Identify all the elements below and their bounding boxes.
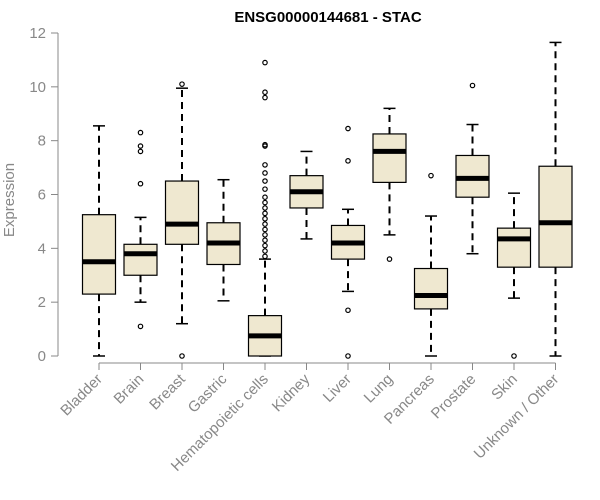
iqr-box <box>81 214 117 295</box>
y-tick-label: 6 <box>38 187 46 204</box>
outlier-point <box>262 253 268 260</box>
outlier-point <box>262 89 268 96</box>
outlier-point <box>262 94 268 101</box>
y-axis: 0 2 4 6 8 10 12 <box>29 25 59 365</box>
box-kidney <box>289 150 324 240</box>
box-lung <box>372 107 407 262</box>
box-liver <box>330 125 366 359</box>
outlier-point <box>511 353 517 359</box>
outlier-point <box>137 129 144 136</box>
iqr-box <box>372 133 407 183</box>
y-tick-label: 8 <box>38 133 46 150</box>
outlier-point <box>137 148 144 155</box>
outlier-point <box>262 242 268 249</box>
x-tick-label: Lung <box>361 371 397 407</box>
outlier-point <box>345 158 351 164</box>
outlier-point <box>262 141 268 148</box>
outlier-point <box>262 186 268 192</box>
box-unknown-other <box>538 41 573 357</box>
outlier-point <box>262 237 268 244</box>
iqr-box <box>538 165 573 268</box>
box-hematopoietic-cells <box>247 59 283 357</box>
x-tick-label: Skin <box>488 371 521 404</box>
y-tick-label: 0 <box>38 348 46 365</box>
box-prostate <box>455 82 490 255</box>
outlier-point <box>262 221 268 227</box>
outlier-point <box>179 353 185 359</box>
outlier-point <box>262 226 268 233</box>
x-tick-label: Liver <box>320 371 355 406</box>
outlier-point <box>428 172 434 179</box>
y-axis-label: Expression <box>1 163 18 237</box>
outlier-point <box>345 307 351 314</box>
outlier-point <box>262 205 268 211</box>
iqr-box <box>123 243 158 276</box>
box-brain <box>123 129 158 330</box>
iqr-box <box>413 267 449 310</box>
outlier-point <box>179 81 185 87</box>
y-tick-label: 4 <box>38 240 46 257</box>
box-bladder <box>81 125 117 357</box>
outlier-point <box>262 162 268 168</box>
outlier-point <box>469 82 476 89</box>
iqr-box <box>164 180 200 245</box>
chart-title: ENSG00000144681 - STAC <box>234 9 421 26</box>
outlier-point <box>262 232 268 238</box>
outlier-point <box>262 178 268 184</box>
outlier-point <box>262 210 268 217</box>
x-tick-label: Bladder <box>57 371 106 420</box>
x-tick-label: Kidney <box>269 370 314 415</box>
x-tick-label: Brain <box>111 371 148 408</box>
box-skin <box>496 192 532 359</box>
box-breast <box>164 81 200 359</box>
box-pancreas <box>413 172 449 357</box>
y-tick-label: 2 <box>38 294 46 311</box>
x-tick-label: Prostate <box>428 371 480 423</box>
outlier-point <box>262 199 268 206</box>
outlier-point <box>262 194 268 200</box>
outlier-point <box>137 143 144 149</box>
outlier-point <box>137 323 144 330</box>
box-gastric <box>206 178 241 302</box>
outlier-point <box>345 353 351 359</box>
outlier-point <box>262 170 268 176</box>
outlier-point <box>262 248 268 254</box>
y-tick-label: 12 <box>29 25 46 42</box>
outlier-point <box>386 256 393 262</box>
outlier-point <box>262 215 268 222</box>
outlier-point <box>262 59 268 66</box>
y-tick-label: 10 <box>29 79 46 96</box>
x-tick-label: Breast <box>146 370 189 413</box>
plot-area <box>81 41 573 359</box>
outlier-point <box>345 125 351 132</box>
iqr-box <box>496 227 532 268</box>
outlier-point <box>137 180 144 187</box>
